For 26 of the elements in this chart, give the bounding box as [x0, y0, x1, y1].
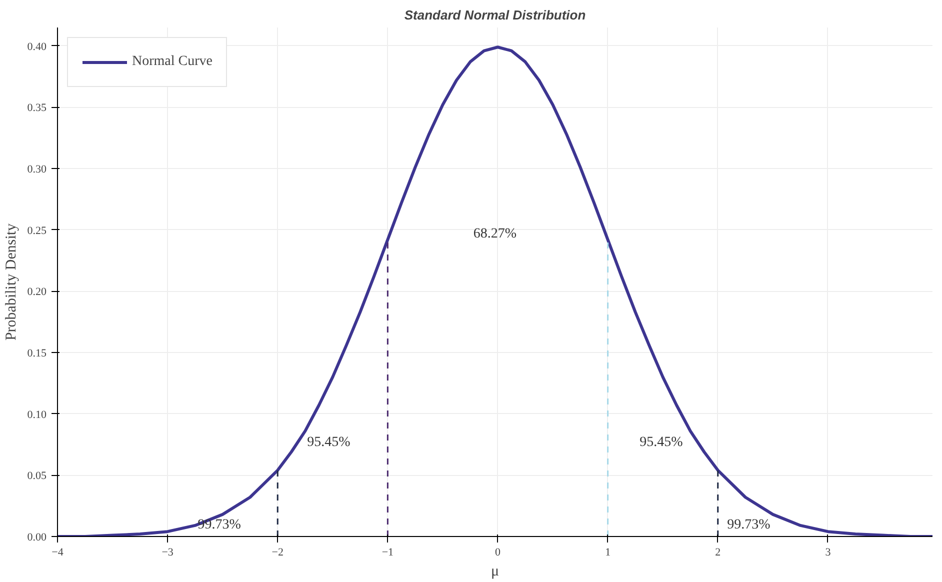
annotation: 95.45% — [307, 434, 351, 450]
annotation: 99.73% — [198, 517, 242, 532]
x-tick-label: 1 — [605, 546, 611, 558]
y-tick-label: 0.05 — [27, 470, 47, 482]
x-axis-title: μ — [490, 564, 500, 580]
x-tick-label: −1 — [382, 546, 394, 558]
x-tick-label: −3 — [162, 546, 174, 558]
y-tick-label: 0.35 — [27, 102, 47, 114]
y-tick-label: 0.40 — [27, 40, 47, 53]
annotation: 99.73% — [727, 517, 771, 532]
y-tick-label: 0.00 — [27, 532, 47, 544]
legend-label: Normal Curve — [132, 54, 212, 70]
y-tick-label: 0.25 — [27, 224, 47, 237]
y-tick-label: 0.15 — [27, 348, 47, 360]
y-tick-label: 0.10 — [27, 408, 47, 421]
x-tick-label: −2 — [272, 546, 284, 558]
x-tick-label: −4 — [52, 546, 64, 558]
x-tick-label: 0 — [495, 546, 501, 558]
x-tick-label: 3 — [825, 546, 832, 558]
y-tick-label: 0.20 — [27, 286, 47, 298]
chart-title: Standard Normal Distribution — [404, 8, 586, 22]
y-tick-label: 0.30 — [27, 164, 47, 176]
x-tick-label: 2 — [715, 546, 721, 558]
y-axis-title: Probability Density — [3, 222, 20, 341]
annotation: 95.45% — [640, 434, 684, 450]
annotation: 68.27% — [473, 226, 517, 242]
